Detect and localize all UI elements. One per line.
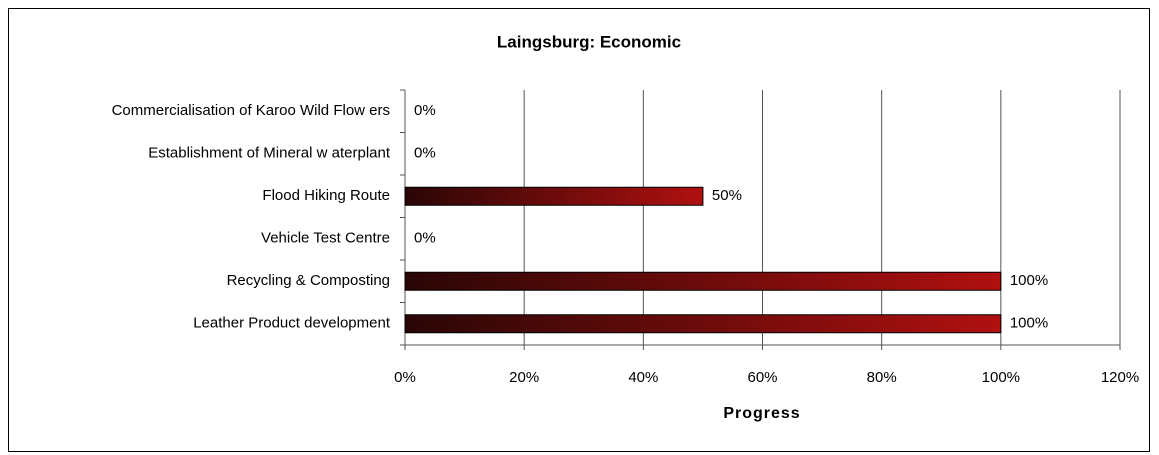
x-tick-label: 40% <box>628 369 658 386</box>
y-tick-label: Flood Hiking Route <box>262 187 390 204</box>
x-axis-label: Progress <box>723 405 800 422</box>
x-tick-label: 20% <box>509 369 539 386</box>
x-tick-label: 120% <box>1101 369 1139 386</box>
x-tick-label: 60% <box>747 369 777 386</box>
chart-title: Laingsburg: Economic <box>497 32 681 51</box>
value-label: 50% <box>712 187 742 204</box>
value-label: 0% <box>414 145 436 162</box>
bar <box>404 314 1002 334</box>
value-label: 100% <box>1010 315 1048 332</box>
bar <box>404 271 1002 291</box>
value-label: 0% <box>414 102 436 119</box>
y-tick-label: Commercialisation of Karoo Wild Flow ers <box>112 102 390 119</box>
y-tick-label: Recycling & Composting <box>227 272 390 289</box>
x-tick-label: 100% <box>982 369 1020 386</box>
bar <box>404 186 704 206</box>
y-tick-label: Leather Product development <box>193 315 391 332</box>
y-tick-label: Establishment of Mineral w aterplant <box>148 145 391 162</box>
value-label: 0% <box>414 230 436 247</box>
chart-border <box>8 8 1150 452</box>
x-tick-label: 80% <box>867 369 897 386</box>
y-tick-label: Vehicle Test Centre <box>261 230 390 247</box>
x-tick-label: 0% <box>394 369 416 386</box>
value-label: 100% <box>1010 272 1048 289</box>
